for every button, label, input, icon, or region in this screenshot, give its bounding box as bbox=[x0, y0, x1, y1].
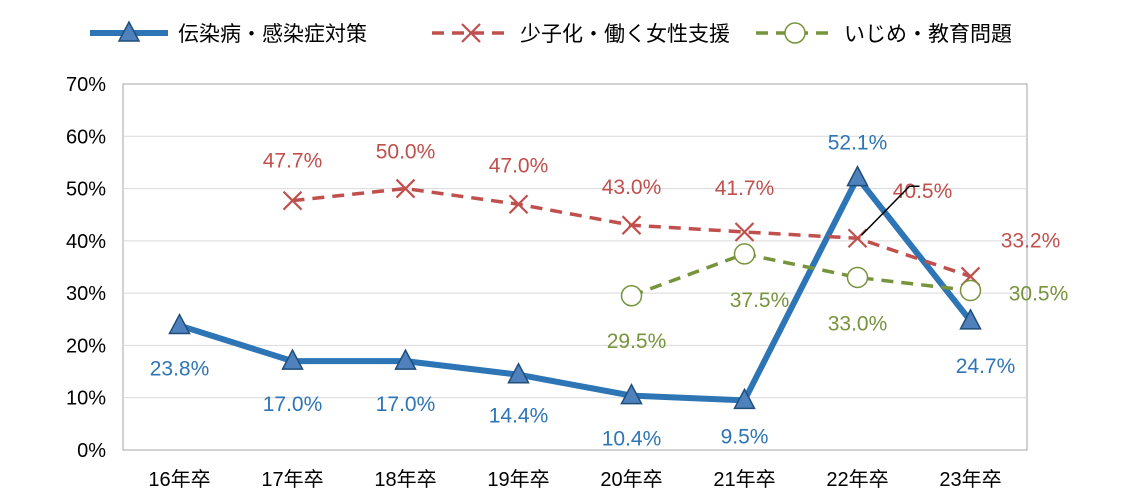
x-tick-label: 23年卒 bbox=[939, 468, 1001, 491]
data-point bbox=[621, 215, 642, 235]
data-label: 50.0% bbox=[376, 141, 436, 164]
data-label: 17.0% bbox=[376, 393, 436, 416]
series-0 bbox=[168, 164, 982, 410]
data-point bbox=[620, 285, 643, 307]
data-point bbox=[395, 178, 416, 199]
x-tick-label: 20年卒 bbox=[600, 468, 662, 491]
x-axis: 16年卒 17年卒 18年卒 19年卒 20年卒 21年卒 22年卒 23年卒 bbox=[148, 468, 1001, 491]
data-point bbox=[846, 164, 869, 187]
data-label: 33.0% bbox=[828, 312, 888, 335]
data-point bbox=[733, 243, 756, 265]
data-point bbox=[282, 190, 303, 211]
data-label: 17.0% bbox=[263, 393, 323, 416]
x-tick-label: 19年卒 bbox=[487, 468, 549, 491]
data-point bbox=[508, 194, 529, 215]
data-label: 52.1% bbox=[828, 132, 888, 155]
legend-label: 少子化・働く女性支援 bbox=[520, 22, 730, 46]
data-point bbox=[168, 312, 191, 335]
data-label: 43.0% bbox=[602, 176, 662, 199]
data-label: 47.0% bbox=[489, 154, 549, 177]
data-label: 23.8% bbox=[150, 358, 210, 381]
data-point bbox=[281, 348, 304, 370]
y-tick-label: 40% bbox=[66, 231, 106, 253]
legend-label: 伝染病・感染症対策 bbox=[178, 22, 367, 46]
y-axis: 0% 10% 20% 30% 40% 50% 60% 70% bbox=[66, 74, 106, 462]
data-point bbox=[846, 266, 869, 289]
x-tick-label: 22年卒 bbox=[826, 468, 888, 491]
legend-marker bbox=[117, 20, 141, 42]
x-tick-label: 18年卒 bbox=[374, 468, 436, 491]
data-label: 40.5% bbox=[893, 180, 953, 203]
y-tick-label: 30% bbox=[66, 283, 106, 305]
series-2 bbox=[620, 243, 982, 307]
legend-item-2: いじめ・教育問題 bbox=[756, 22, 1012, 46]
y-tick-label: 70% bbox=[66, 74, 106, 96]
legend-marker bbox=[461, 23, 481, 43]
series-layer bbox=[168, 164, 982, 410]
plot-area-border bbox=[122, 83, 1028, 451]
x-tick-label: 21年卒 bbox=[713, 468, 775, 491]
data-label: 9.5% bbox=[721, 425, 769, 448]
data-label: 14.4% bbox=[489, 405, 549, 428]
data-label: 41.7% bbox=[715, 177, 775, 200]
data-point bbox=[507, 362, 530, 384]
data-label: 33.2% bbox=[1001, 229, 1061, 252]
gridlines bbox=[123, 135, 1027, 399]
y-tick-label: 20% bbox=[66, 335, 106, 357]
series-line-2 bbox=[630, 252, 971, 298]
data-label: 24.7% bbox=[956, 355, 1016, 378]
data-point bbox=[734, 222, 755, 242]
data-labels: 23.8% 17.0% 17.0% 14.4% 10.4% 9.5% 52.1% 24.7% 4… bbox=[150, 132, 1069, 451]
legend-item-0: 伝染病・感染症対策 bbox=[90, 20, 367, 46]
leader-line bbox=[860, 185, 920, 236]
x-tick-label: 16年卒 bbox=[148, 468, 210, 491]
data-label: 30.5% bbox=[1009, 283, 1069, 306]
data-point bbox=[620, 383, 643, 405]
data-point bbox=[394, 348, 417, 370]
legend-label: いじめ・教育問題 bbox=[844, 22, 1012, 46]
y-tick-label: 50% bbox=[66, 179, 106, 201]
y-tick-label: 10% bbox=[66, 388, 106, 410]
data-point bbox=[959, 308, 982, 330]
y-tick-label: 0% bbox=[77, 440, 106, 462]
data-point bbox=[959, 279, 982, 302]
series-line-1 bbox=[292, 186, 972, 279]
legend-marker bbox=[784, 22, 806, 44]
x-tick-label: 17年卒 bbox=[261, 468, 323, 491]
data-label: 47.7% bbox=[263, 150, 323, 173]
data-label: 37.5% bbox=[730, 289, 790, 312]
legend: 伝染病・感染症対策 少子化・働く女性支援 いじめ・教育問題 bbox=[90, 20, 1012, 46]
data-point bbox=[733, 387, 756, 410]
y-tick-label: 60% bbox=[66, 126, 106, 148]
data-label: 29.5% bbox=[607, 330, 667, 353]
legend-item-1: 少子化・働く女性支援 bbox=[432, 22, 730, 46]
data-label: 10.4% bbox=[602, 428, 662, 451]
series-line-0 bbox=[178, 174, 973, 404]
